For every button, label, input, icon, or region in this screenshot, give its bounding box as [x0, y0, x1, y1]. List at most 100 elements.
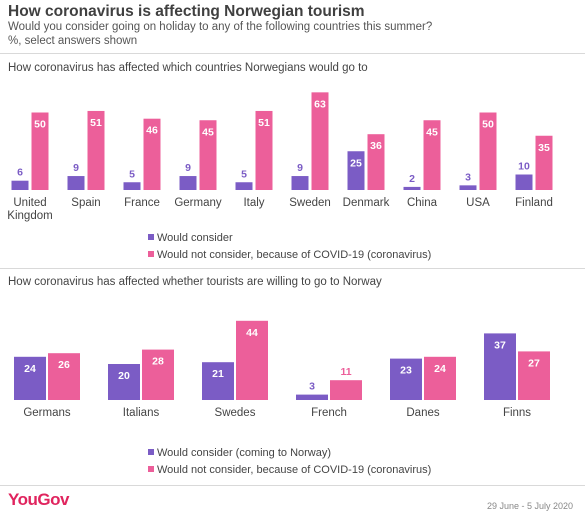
data-label: 35 — [538, 142, 550, 154]
data-label: 28 — [152, 356, 164, 368]
data-label: 5 — [241, 168, 247, 180]
data-label: 25 — [350, 157, 362, 169]
data-label: 6 — [17, 167, 23, 179]
bar-not-consider — [330, 380, 362, 400]
chart-incoming-tourists: 24 26 Germans 20 28 Italians 21 44 Swedes 3 11 Fren… — [14, 320, 550, 476]
bar-consider — [459, 185, 477, 190]
data-label: 37 — [494, 339, 506, 351]
bar-not-consider — [31, 112, 49, 190]
bar-consider — [235, 182, 253, 190]
bar-not-consider — [367, 134, 385, 190]
bar-consider — [108, 364, 140, 400]
data-label: 26 — [58, 359, 70, 371]
data-label: 21 — [212, 368, 224, 380]
bar-not-consider — [424, 356, 456, 400]
bar-not-consider — [479, 112, 497, 190]
bar-consider — [123, 182, 141, 190]
category-label: Denmark — [343, 197, 390, 209]
bar-not-consider — [87, 110, 105, 190]
data-label: 51 — [90, 117, 102, 129]
page-title: How coronavirus is affecting Norwegian t… — [8, 3, 365, 20]
category-label: Finland — [515, 197, 553, 209]
data-label: 10 — [518, 161, 530, 173]
survey-date: 29 June - 5 July 2020 — [486, 501, 573, 511]
category-label: Italians — [123, 407, 160, 419]
data-label: 27 — [528, 357, 540, 369]
category-label: Sweden — [289, 197, 331, 209]
bar-consider — [484, 333, 516, 400]
category-label: Danes — [406, 407, 439, 419]
data-label: 9 — [297, 162, 303, 174]
legend-swatch — [148, 466, 154, 472]
legend-swatch — [148, 449, 154, 455]
bar-not-consider — [255, 110, 273, 190]
bar-not-consider — [142, 349, 174, 400]
category-label: Germans — [23, 407, 71, 419]
data-label: 9 — [185, 162, 191, 174]
category-label: China — [407, 197, 438, 209]
yougov-logo: YouGov — [8, 490, 69, 509]
data-label: 24 — [434, 363, 446, 375]
data-label: 3 — [309, 381, 315, 393]
legend-label: Would not consider, because of COVID-19 … — [157, 249, 431, 261]
divider — [0, 53, 585, 54]
bar-consider — [14, 356, 46, 400]
chart1-title: How coronavirus has affected which count… — [8, 62, 368, 74]
category-label: France — [124, 197, 160, 209]
data-label: 45 — [426, 126, 438, 138]
category-label: Italy — [243, 197, 264, 209]
category-label: United — [13, 197, 46, 209]
data-label: 63 — [314, 98, 326, 110]
bar-not-consider — [423, 120, 441, 190]
bar-consider — [347, 151, 365, 190]
data-label: 51 — [258, 117, 270, 129]
data-label: 50 — [482, 119, 494, 131]
bar-not-consider — [236, 320, 268, 400]
category-label: Swedes — [215, 407, 256, 419]
category-label: French — [311, 407, 347, 419]
data-label: 46 — [146, 125, 158, 137]
data-label: 23 — [400, 365, 412, 377]
divider — [0, 268, 585, 269]
bar-consider — [202, 362, 234, 400]
data-label: 50 — [34, 119, 46, 131]
bar-consider — [179, 176, 197, 190]
chart2-title: How coronavirus has affected whether tou… — [8, 276, 382, 288]
category-label: Finns — [503, 407, 531, 419]
bar-consider — [390, 358, 422, 400]
bar-not-consider — [518, 351, 550, 400]
bar-consider — [11, 180, 29, 190]
legend-swatch — [148, 251, 154, 257]
category-label: USA — [466, 197, 490, 209]
page-note: %, select answers shown — [8, 35, 138, 47]
divider — [0, 485, 585, 486]
data-label: 44 — [246, 327, 258, 339]
legend-label: Would consider — [157, 232, 233, 244]
data-label: 3 — [465, 171, 471, 183]
data-label: 11 — [340, 366, 351, 378]
data-label: 9 — [73, 162, 79, 174]
data-label: 24 — [24, 363, 36, 375]
bar-not-consider — [311, 92, 329, 190]
page-subtitle: Would you consider going on holiday to a… — [8, 21, 433, 33]
data-label: 2 — [409, 173, 415, 185]
data-label: 20 — [118, 370, 130, 382]
data-label: 45 — [202, 126, 214, 138]
bar-consider — [515, 174, 533, 190]
data-label: 5 — [129, 168, 135, 180]
bar-consider — [67, 176, 85, 190]
bar-not-consider — [48, 353, 80, 400]
bar-consider — [403, 186, 421, 190]
legend-swatch — [148, 234, 154, 240]
category-label: Spain — [71, 197, 100, 209]
bar-not-consider — [535, 135, 553, 190]
bar-not-consider — [143, 118, 161, 190]
category-label: Germany — [174, 197, 222, 209]
bar-consider — [296, 394, 328, 400]
legend-label: Would not consider, because of COVID-19 … — [157, 464, 431, 476]
legend-label: Would consider (coming to Norway) — [157, 447, 331, 459]
category-label: Kingdom — [7, 210, 52, 222]
bar-not-consider — [199, 120, 217, 190]
bar-consider — [291, 176, 309, 190]
